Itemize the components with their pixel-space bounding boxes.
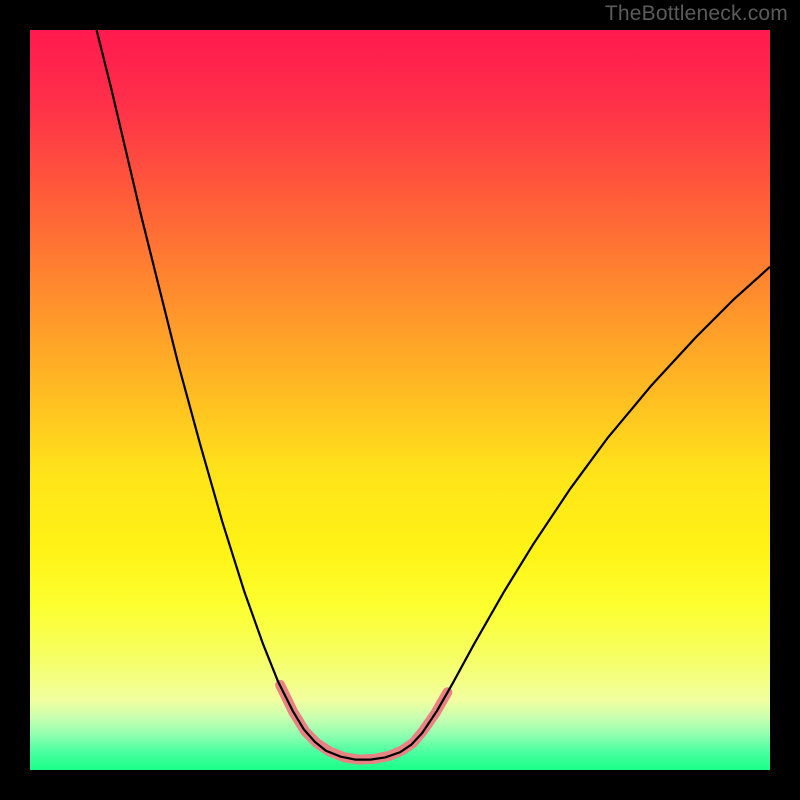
bottleneck-curve: [30, 30, 770, 770]
plot-area: [30, 30, 770, 770]
watermark-text: TheBottleneck.com: [605, 2, 788, 26]
